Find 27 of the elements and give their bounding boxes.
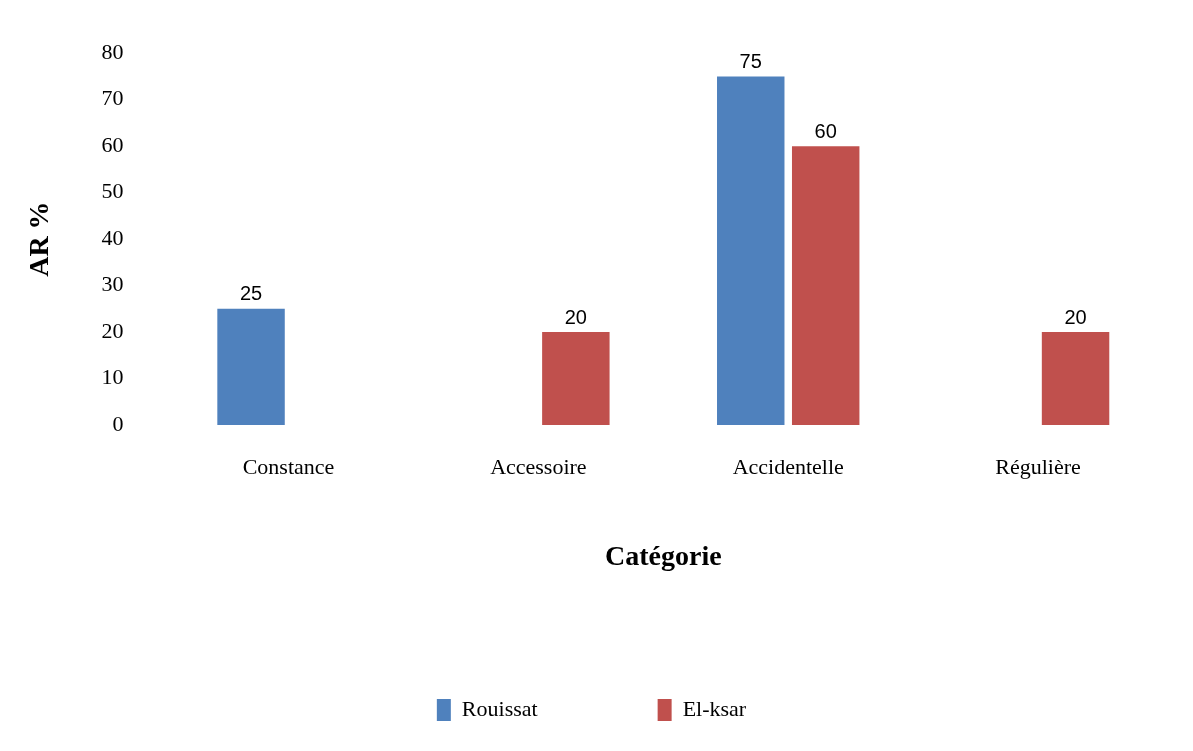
y-tick-label: 60 bbox=[101, 131, 124, 157]
y-tick-label: 70 bbox=[101, 85, 124, 111]
y-tick-label: 30 bbox=[101, 271, 124, 297]
y-tick-label: 40 bbox=[101, 224, 124, 250]
data-label: 20 bbox=[1064, 305, 1087, 328]
bar bbox=[542, 332, 610, 425]
data-label: 20 bbox=[564, 305, 587, 328]
x-axis-title: Catégorie bbox=[605, 540, 722, 572]
x-tick-label: Constance bbox=[242, 453, 335, 479]
x-tick-label: Accessoire bbox=[490, 453, 587, 479]
x-tick-label: Accidentelle bbox=[732, 453, 844, 479]
y-tick-label: 20 bbox=[101, 317, 124, 343]
y-tick-label: 50 bbox=[101, 178, 124, 204]
bar bbox=[717, 76, 785, 425]
data-label: 25 bbox=[239, 282, 263, 305]
y-tick-label: 10 bbox=[101, 364, 124, 390]
data-label: 75 bbox=[739, 49, 762, 72]
bar bbox=[1041, 332, 1110, 425]
legend-label: Rouissat bbox=[461, 695, 538, 721]
y-tick-label: 80 bbox=[101, 38, 124, 64]
legend-label: El-ksar bbox=[682, 695, 747, 721]
y-tick-label: 0 bbox=[112, 410, 124, 436]
bar bbox=[217, 308, 285, 425]
x-tick-label: Régulière bbox=[995, 453, 1081, 479]
y-axis-title: AR % bbox=[23, 201, 55, 277]
data-label: 60 bbox=[814, 119, 837, 142]
bar bbox=[791, 146, 860, 425]
